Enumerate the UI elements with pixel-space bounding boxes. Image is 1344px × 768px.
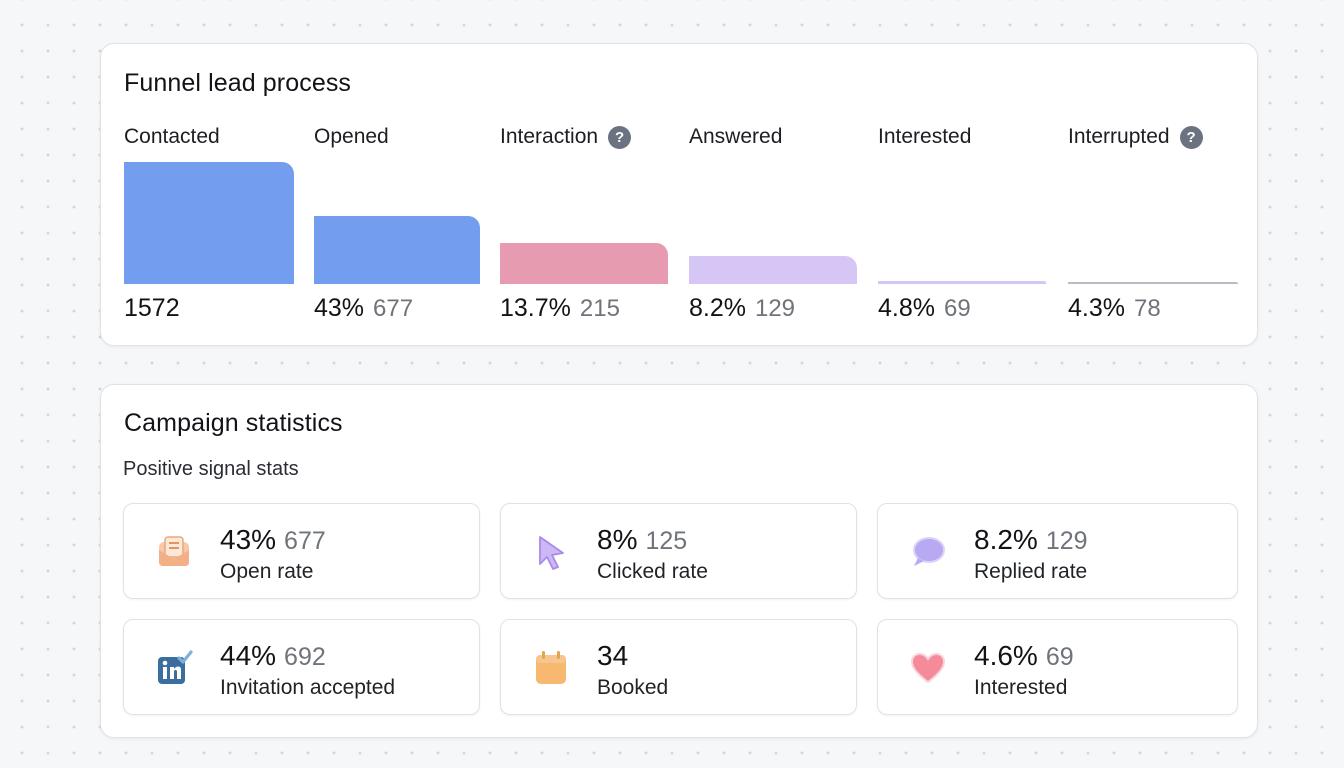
funnel-bar bbox=[314, 216, 480, 284]
stat-count: 692 bbox=[284, 643, 326, 671]
stat-label: Open rate bbox=[220, 560, 314, 583]
stage-percent: 43% bbox=[314, 294, 365, 322]
stat-card-invitation-accepted[interactable]: 44% 692 Invitation accepted bbox=[123, 619, 480, 715]
stage-percent: 13.7% bbox=[500, 294, 571, 322]
stat-card-replied-rate[interactable]: 8.2% 129 Replied rate bbox=[877, 503, 1238, 599]
funnel-card: Funnel lead process Contacted 1572 Opene… bbox=[100, 43, 1258, 346]
stat-count: 129 bbox=[1045, 527, 1088, 555]
stage-label: Contacted bbox=[124, 125, 220, 148]
stat-label: Invitation accepted bbox=[220, 676, 396, 699]
stat-percent: 43% bbox=[220, 524, 277, 555]
stat-card-booked[interactable]: 34 Booked bbox=[500, 619, 857, 715]
heart-icon bbox=[910, 652, 946, 684]
envelope-icon bbox=[159, 536, 189, 566]
stat-count: 69 bbox=[1045, 643, 1074, 671]
stat-percent: 34 bbox=[597, 640, 629, 671]
funnel-stage-interested[interactable]: Interested 4.8% 69 bbox=[878, 122, 1046, 332]
funnel-stage-interrupted[interactable]: Interrupted? 4.3% 78 bbox=[1068, 122, 1238, 332]
help-icon[interactable]: ? bbox=[608, 125, 632, 149]
stat-card-interested[interactable]: 4.6% 69 Interested bbox=[877, 619, 1238, 715]
funnel-bar bbox=[124, 162, 294, 284]
stat-label: Clicked rate bbox=[597, 560, 708, 583]
funnel-bar bbox=[500, 243, 668, 284]
stage-percent: 4.3% bbox=[1068, 294, 1125, 322]
stage-percent: 8.2% bbox=[689, 294, 746, 322]
stage-count: 677 bbox=[373, 295, 414, 322]
stage-count: 69 bbox=[943, 295, 971, 322]
stat-count: 125 bbox=[645, 527, 688, 555]
stat-percent: 8.2% bbox=[974, 524, 1038, 555]
calendar-icon bbox=[536, 651, 566, 684]
stage-count: 129 bbox=[754, 295, 796, 322]
stage-label: Answered bbox=[689, 125, 783, 148]
stat-label: Interested bbox=[974, 676, 1068, 699]
stat-label: Replied rate bbox=[974, 560, 1088, 583]
help-icon[interactable]: ? bbox=[1179, 125, 1203, 149]
stat-card-open-rate[interactable]: 43% 677 Open rate bbox=[123, 503, 480, 599]
funnel-stage-opened[interactable]: Opened 43% 677 bbox=[314, 122, 480, 332]
stage-label: Interrupted bbox=[1068, 125, 1170, 148]
linkedin-icon bbox=[158, 650, 193, 684]
funnel-bar bbox=[1068, 282, 1238, 284]
funnel-stage-answered[interactable]: Answered 8.2% 129 bbox=[689, 122, 857, 332]
stage-label: Interaction bbox=[500, 125, 599, 148]
stage-label: Interested bbox=[878, 125, 972, 148]
stage-value: 1572 bbox=[124, 294, 180, 322]
campaign-subtitle: Positive signal stats bbox=[123, 458, 299, 480]
stat-percent: 8% bbox=[597, 524, 638, 555]
funnel-stage-contacted[interactable]: Contacted 1572 bbox=[124, 122, 294, 332]
chat-bubble-icon bbox=[913, 537, 945, 566]
campaign-title: Campaign statistics bbox=[124, 409, 343, 437]
stage-percent: 4.8% bbox=[878, 294, 935, 322]
funnel-stage-interaction[interactable]: Interaction? 13.7% 215 bbox=[500, 122, 668, 332]
campaign-card: Campaign statistics Positive signal stat… bbox=[100, 384, 1258, 738]
stat-label: Booked bbox=[597, 676, 669, 699]
stat-card-clicked-rate[interactable]: 8% 125 Clicked rate bbox=[500, 503, 857, 599]
stat-count: 677 bbox=[284, 527, 326, 555]
stat-percent: 44% bbox=[220, 640, 277, 671]
stage-count: 215 bbox=[579, 295, 620, 322]
cursor-icon bbox=[539, 536, 564, 570]
funnel-bar bbox=[878, 281, 1046, 284]
stage-label: Opened bbox=[314, 125, 389, 148]
funnel-bar bbox=[689, 256, 857, 284]
stat-percent: 4.6% bbox=[974, 640, 1038, 671]
funnel-title: Funnel lead process bbox=[124, 69, 352, 97]
stage-count: 78 bbox=[1133, 295, 1161, 322]
